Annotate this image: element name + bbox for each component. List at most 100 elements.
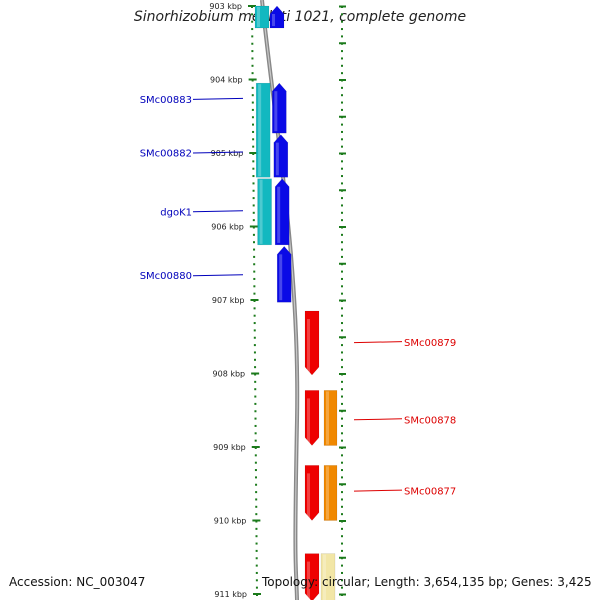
medium-tick-right (339, 409, 346, 412)
minor-tick-right (341, 424, 343, 427)
medium-tick-right (339, 299, 346, 302)
gene-shading (259, 179, 263, 244)
minor-tick-right (341, 527, 343, 530)
gene-cyan-arrow (254, 5, 270, 29)
minor-tick-right (341, 28, 343, 31)
minor-tick-left (251, 35, 254, 38)
minor-tick-right (341, 439, 343, 442)
minor-tick-left (251, 50, 254, 53)
medium-tick-right (339, 446, 346, 449)
minor-tick-left (253, 307, 256, 310)
minor-tick-left (252, 233, 255, 236)
minor-tick-right (341, 579, 343, 582)
minor-tick-left (252, 123, 254, 126)
tick-label: 904 kbp (210, 76, 243, 85)
minor-tick-right (341, 72, 343, 75)
minor-tick-left (253, 255, 256, 258)
gene-shading (257, 7, 260, 28)
gene-shading (307, 561, 310, 600)
gene-shading (275, 142, 279, 176)
medium-tick-right (339, 556, 346, 559)
gene-shading (326, 391, 329, 445)
gene-orange-arrow (323, 390, 338, 446)
minor-tick-right (341, 549, 343, 552)
page-title: Sinorhizobium meliloti 1021, complete ge… (133, 9, 467, 25)
gene-blue-arrow (269, 5, 285, 29)
gene-shading (323, 554, 326, 600)
minor-tick-right (341, 402, 343, 405)
minor-tick-left (254, 439, 257, 442)
minor-tick-right (341, 469, 343, 472)
minor-tick-right (341, 395, 343, 398)
gene-label-left: SMc00880 (140, 271, 192, 282)
medium-tick-right (339, 5, 346, 8)
minor-tick-right (341, 20, 343, 23)
minor-tick-left (255, 483, 258, 486)
minor-tick-left (252, 167, 255, 170)
minor-tick-right (341, 233, 343, 236)
minor-tick-left (251, 94, 254, 97)
minor-tick-right (341, 197, 343, 200)
gene-shading (326, 466, 329, 520)
minor-tick-right (341, 57, 343, 60)
gene-label-leader (192, 210, 244, 213)
minor-tick-left (255, 491, 258, 494)
minor-tick-right (341, 542, 343, 545)
minor-tick-right (341, 388, 343, 391)
gene-cyan-arrow (255, 82, 271, 178)
minor-tick-left (251, 72, 254, 75)
gene-label-leader (192, 274, 244, 277)
minor-tick-left (254, 380, 257, 383)
minor-tick-left (255, 542, 258, 545)
minor-tick-left (253, 270, 256, 273)
minor-tick-right (341, 454, 343, 457)
major-tick (248, 5, 256, 7)
minor-tick-right (341, 255, 343, 258)
gene-shading (258, 84, 262, 177)
minor-tick-right (341, 211, 343, 214)
major-tick (253, 593, 261, 595)
minor-tick-right (341, 314, 343, 317)
tick-label: 911 kbp (214, 590, 247, 599)
gene-blue-arrow (273, 134, 289, 178)
minor-tick-left (255, 579, 258, 582)
minor-tick-left (252, 211, 255, 214)
minor-tick-left (252, 130, 255, 133)
minor-tick-left (251, 101, 254, 104)
gene-label-left: SMc00882 (140, 149, 192, 160)
minor-tick-right (341, 380, 343, 383)
minor-tick-right (341, 417, 343, 420)
minor-tick-right (341, 145, 343, 148)
tick-label: 910 kbp (214, 517, 247, 526)
minor-tick-left (252, 175, 255, 178)
minor-tick-left (254, 410, 257, 413)
major-tick (251, 446, 260, 448)
gene-label-left: dgoK1 (160, 207, 192, 218)
gene-shading (272, 14, 275, 27)
minor-tick-left (255, 564, 258, 567)
gene-blue-arrow (274, 178, 290, 246)
major-tick (249, 225, 258, 228)
minor-tick-right (341, 35, 343, 38)
minor-tick-left (251, 57, 254, 60)
topology-text: Topology: circular; Length: 3,654,135 bp… (262, 575, 592, 589)
minor-tick-right (341, 277, 343, 280)
minor-tick-left (255, 476, 257, 479)
gene-label-leader (353, 418, 403, 421)
gene-label-right: SMc00877 (404, 487, 456, 498)
minor-tick-right (341, 108, 343, 111)
gene-shading (307, 398, 310, 444)
minor-tick-right (341, 476, 343, 479)
minor-tick-right (341, 307, 343, 310)
minor-tick-left (255, 535, 258, 538)
minor-tick-right (341, 130, 343, 133)
minor-tick-right (341, 86, 343, 89)
gene-label-left: SMc00883 (140, 95, 192, 106)
minor-tick-right (341, 329, 343, 332)
minor-tick-left (253, 292, 256, 295)
minor-tick-right (341, 491, 343, 494)
tick-label: 908 kbp (213, 370, 246, 379)
major-tick (251, 372, 260, 375)
medium-tick-right (339, 115, 346, 118)
